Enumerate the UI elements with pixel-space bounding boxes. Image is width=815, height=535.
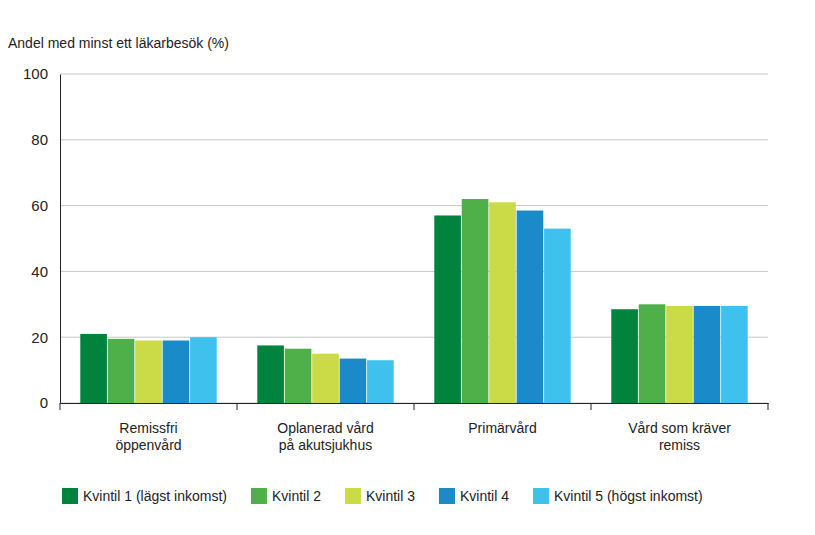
x-tick-label: Remissfriöppenvård [115,420,181,453]
legend-label: Kvintil 2 [272,488,321,504]
bar [135,340,162,403]
y-tick: 100 [23,65,60,82]
bar [80,334,107,403]
y-axis: 0 20 40 60 80 100 [23,65,61,411]
bar [108,339,135,403]
x-tick-label-line: remiss [659,437,700,453]
category-separator [591,403,592,410]
y-axis-line [60,75,61,404]
category-separator [768,403,769,410]
bar [190,337,217,403]
chart: 0 20 40 60 80 100 Remissfriöppenvård Oplanerad … [0,0,815,535]
bar [434,215,461,403]
x-tick-label-line: Vård som kräver [628,420,731,436]
bar [462,199,489,403]
x-tick-label-line: Oplanerad vård [277,420,374,436]
category-separator [237,403,238,410]
bar [285,349,312,403]
bar [163,340,190,403]
x-tick-label: Vård som kräverremiss [628,420,731,453]
plot: 0 20 40 60 80 100 Remissfriöppenvård Oplanerad … [23,65,769,452]
grid-line [60,205,768,206]
y-tick: 0 [40,394,60,411]
x-tick-label-line: öppenvård [115,437,181,453]
y-tick-label: 60 [31,197,48,214]
y-tick: 60 [31,197,60,214]
bar [312,354,339,403]
x-tick-label-line: Remissfri [119,420,177,436]
legend: Kvintil 1 (lägst inkomst) Kvintil 2 Kvinti… [62,488,703,504]
grid-line [60,139,768,140]
y-tick-label: 80 [31,131,48,148]
bar [544,229,571,403]
bar [340,359,367,403]
bar [639,304,666,403]
legend-swatch [533,488,549,504]
grid-line [60,271,768,272]
x-tick: Primärvård [468,403,536,436]
legend-label: Kvintil 3 [366,488,415,504]
y-tick-label: 0 [40,394,48,411]
bar [517,211,544,403]
bar [694,306,721,403]
y-tick: 80 [31,131,60,148]
legend-swatch [345,488,361,504]
bar [666,306,693,403]
x-tick: Remissfriöppenvård [115,403,181,453]
x-tick: Vård som kräverremiss [628,403,731,453]
y-tick: 40 [31,263,60,280]
x-tick-label-line: Primärvård [468,420,536,436]
grid-line [60,74,768,75]
x-tick-label: Primärvård [468,420,536,436]
legend-swatch [439,488,455,504]
x-tick: Oplanerad vårdpå akutsjukhus [277,403,374,453]
chart-title: Andel med minst ett läkarbesök (%) [8,35,229,51]
bar [367,360,394,403]
y-tick: 20 [31,329,60,346]
legend-label: Kvintil 5 (högst inkomst) [554,488,703,504]
y-tick-label: 20 [31,329,48,346]
y-tick-label: 100 [23,65,48,82]
category-separator [414,403,415,410]
x-tick-label-line: på akutsjukhus [279,437,372,453]
category-separator [60,403,61,410]
legend-label: Kvintil 4 [460,488,509,504]
legend-swatch [62,488,78,504]
x-axis: Remissfriöppenvård Oplanerad vårdpå akuts… [61,403,769,453]
y-tick-label: 40 [31,263,48,280]
legend-label: Kvintil 1 (lägst inkomst) [83,488,227,504]
bar [611,309,638,403]
bar [721,306,748,403]
x-tick-label: Oplanerad vårdpå akutsjukhus [277,420,374,453]
bars [80,199,747,403]
legend-swatch [251,488,267,504]
bar [489,202,516,403]
bar [257,345,284,403]
